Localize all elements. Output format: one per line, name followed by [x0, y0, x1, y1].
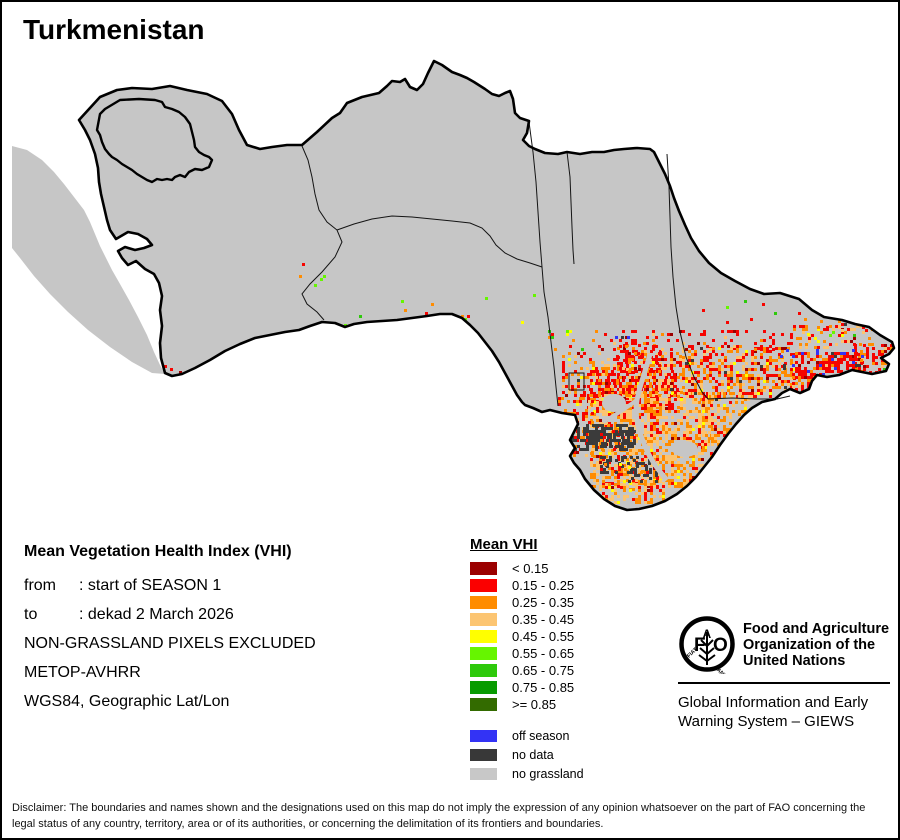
- legend-item: off season: [470, 726, 584, 745]
- legend-item: 0.15 - 0.25: [470, 577, 584, 594]
- info-rows: from : start of SEASON 1 to : dekad 2 March…: [24, 571, 454, 716]
- legend-swatch: [470, 767, 497, 780]
- legend-label: 0.35 - 0.45: [512, 612, 575, 627]
- legend-item: 0.75 - 0.85: [470, 679, 584, 696]
- legend-label: 0.45 - 0.55: [512, 629, 575, 644]
- giews-name: Global Information and Early Warning Sys…: [678, 693, 892, 731]
- fao-org-line: Organization of the: [743, 637, 876, 653]
- info-value: : dekad 2 March 2026: [79, 606, 234, 623]
- info-line: WGS84, Geographic Lat/Lon: [24, 693, 230, 710]
- legend-label: no grassland: [512, 766, 584, 781]
- legend-item: no grassland: [470, 764, 584, 783]
- fao-org-line: United Nations: [743, 653, 846, 669]
- fao-divider: [678, 682, 890, 684]
- legend-label: < 0.15: [512, 561, 549, 576]
- fao-org-name: Food and Agriculture Organization of the…: [743, 612, 889, 669]
- legend-label: 0.65 - 0.75: [512, 663, 575, 678]
- legend-swatch: [470, 664, 497, 677]
- map-title: Turkmenistan: [23, 14, 205, 45]
- legend-label: 0.15 - 0.25: [512, 578, 575, 593]
- legend-swatch: [470, 698, 497, 711]
- country-fill: [79, 61, 894, 510]
- info-row: to : dekad 2 March 2026: [24, 600, 454, 629]
- info-heading: Mean Vegetation Health Index (VHI): [24, 543, 292, 560]
- legend-item: 0.55 - 0.65: [470, 645, 584, 662]
- fao-logo: F O A FIAT PANIS: [679, 616, 735, 674]
- legend-label: 0.25 - 0.35: [512, 595, 575, 610]
- legend-swatch: [470, 596, 497, 609]
- legend-label: no data: [512, 747, 554, 762]
- legend-swatch: [470, 748, 497, 761]
- giews-line: Global Information and Early: [678, 694, 869, 711]
- info-row: from : start of SEASON 1: [24, 571, 454, 600]
- legend-classes: < 0.15 0.15 - 0.25 0.25 - 0.35 0.35 - 0.45 0…: [470, 560, 584, 713]
- legend-item: < 0.15: [470, 560, 584, 577]
- fao-motto-panis: PANIS: [713, 665, 729, 674]
- legend-label: 0.75 - 0.85: [512, 680, 575, 695]
- disclaimer-text: Disclaimer: The boundaries and names sho…: [12, 802, 866, 830]
- legend-swatch: [470, 630, 497, 643]
- legend-item: 0.65 - 0.75: [470, 662, 584, 679]
- fao-block: F O A FIAT PANIS Food and Agriculture Or…: [678, 612, 892, 731]
- legend-item: no data: [470, 745, 584, 764]
- legend-extra: off season no data no grassland: [470, 726, 584, 783]
- legend-swatch: [470, 681, 497, 694]
- fao-logo-letter-f: F: [694, 635, 706, 656]
- legend-item: >= 0.85: [470, 696, 584, 713]
- fao-logo-letter-o: O: [713, 635, 728, 656]
- legend-label: 0.55 - 0.65: [512, 646, 575, 661]
- admin-boundaries: [301, 121, 791, 407]
- kara-bogaz-gol-lagoon: [95, 97, 214, 184]
- info-line: METOP-AVHRR: [24, 664, 141, 681]
- legend-label: >= 0.85: [512, 697, 557, 712]
- legend-label: off season: [512, 728, 570, 743]
- river-channel: [602, 353, 698, 482]
- legend-swatch: [470, 562, 497, 575]
- giews-line: Warning System – GIEWS: [678, 713, 855, 730]
- west-sea-area: [12, 146, 165, 374]
- info-value: : start of SEASON 1: [79, 577, 222, 594]
- legend-item: 0.45 - 0.55: [470, 628, 584, 645]
- legend-item: 0.25 - 0.35: [470, 594, 584, 611]
- info-label: to: [24, 606, 38, 623]
- info-panel: Mean Vegetation Health Index (VHI) from:…: [24, 542, 454, 716]
- info-label: from: [24, 577, 56, 594]
- legend-item: 0.35 - 0.45: [470, 611, 584, 628]
- legend-swatch: [470, 579, 497, 592]
- fao-org-line: Food and Agriculture: [743, 621, 890, 637]
- legend-swatch: [470, 729, 497, 742]
- wheat-leaves-icon: [698, 639, 716, 662]
- legend: Mean VHI < 0.15 0.15 - 0.25 0.25 - 0.35 0.3…: [470, 536, 584, 783]
- legend-title: Mean VHI: [470, 536, 538, 553]
- legend-swatch: [470, 613, 497, 626]
- legend-swatch: [470, 647, 497, 660]
- info-line: NON-GRASSLAND PIXELS EXCLUDED: [24, 635, 316, 652]
- country-outline: [77, 59, 896, 512]
